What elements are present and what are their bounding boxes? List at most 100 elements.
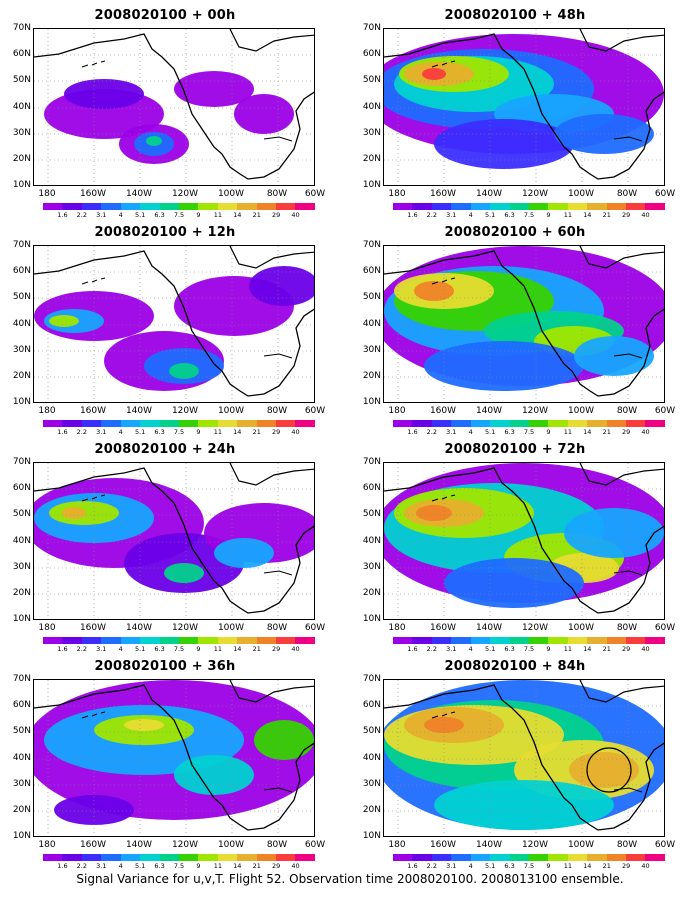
colorbar-tick-label: 2.2 [426, 211, 438, 219]
longitude-label: 120W [521, 623, 549, 633]
colorbar-tick-label: 9 [196, 211, 201, 219]
latitude-label: 40N [12, 536, 31, 546]
colorbar [43, 854, 315, 861]
panel-title: 2008020100 + 48h [444, 8, 586, 23]
colorbar-tick-label: 7.5 [173, 428, 185, 436]
colorbar-tick-label: 3.1 [96, 211, 107, 219]
colorbar-tick-label: 1.6 [57, 862, 68, 870]
colorbar-tick-label: 14 [583, 211, 592, 219]
colorbar-tick-label: 21 [602, 645, 611, 653]
colorbar-tick-label: 29 [272, 211, 281, 219]
longitude-label: 80W [266, 840, 288, 850]
panel-title: 2008020100 + 00h [94, 8, 236, 23]
longitude-label: 80W [266, 406, 288, 416]
colorbar [393, 420, 665, 427]
longitude-label: 80W [616, 406, 638, 416]
longitude-label: 80W [616, 840, 638, 850]
colorbar-tick-label: 3.1 [96, 862, 107, 870]
latitude-label: 60N [12, 700, 31, 710]
colorbar-tick-label: 7.5 [523, 645, 535, 653]
colorbar-tick-label: 9 [546, 211, 551, 219]
longitude-label: 100W [217, 406, 245, 416]
colorbar-tick-label: 2.2 [426, 862, 438, 870]
latitude-label: 20N [362, 154, 381, 164]
map-panel: 2008020100 + 36h 70N 60N 50N 40N 30N 20N 10N 180… [0, 659, 330, 870]
colorbar-tick-label: 1.6 [57, 211, 68, 219]
latitude-label: 30N [12, 779, 31, 789]
colorbar-tick-label: 7.5 [173, 645, 185, 653]
colorbar-tick-label: 2.2 [426, 645, 438, 653]
colorbar [393, 203, 665, 210]
latitude-label: 20N [12, 371, 31, 381]
colorbar-tick-label: 3.1 [446, 645, 457, 653]
longitude-label: 180 [38, 623, 56, 633]
latitude-label: 60N [12, 49, 31, 59]
colorbar-tick-label: 1.6 [57, 428, 68, 436]
colorbar-tick-label: 5.1 [484, 862, 496, 870]
latitude-label: 30N [362, 345, 381, 355]
colorbar-tick-label: 2.2 [426, 428, 438, 436]
colorbar-tick-label: 1.6 [57, 645, 68, 653]
colorbar-tick-label: 9 [546, 645, 551, 653]
colorbar-tick-label: 2.2 [76, 645, 88, 653]
colorbar-tick-label: 5.1 [484, 645, 496, 653]
longitude-label: 160W [429, 406, 457, 416]
latitude-label: 30N [362, 128, 381, 138]
longitude-label: 120W [521, 189, 549, 199]
latitude-label: 30N [12, 562, 31, 572]
colorbar-tick-label: 2.2 [76, 862, 88, 870]
variance-map [383, 28, 665, 186]
variance-map [383, 462, 665, 620]
colorbar-tick-label: 1.6 [407, 862, 418, 870]
colorbar-tick-label: 21 [252, 211, 261, 219]
latitude-label: 60N [12, 483, 31, 493]
latitude-label: 30N [12, 128, 31, 138]
latitude-label: 10N [12, 614, 31, 624]
longitude-label: 60W [654, 840, 676, 850]
colorbar-tick-label: 40 [291, 428, 300, 436]
colorbar-tick-label: 21 [252, 862, 261, 870]
longitude-label: 140W [125, 623, 153, 633]
colorbar-tick-label: 3.1 [96, 645, 107, 653]
longitude-label: 160W [429, 840, 457, 850]
colorbar-tick-label: 3.1 [96, 428, 107, 436]
longitude-label: 160W [79, 406, 107, 416]
latitude-label: 50N [362, 726, 381, 736]
longitude-label: 60W [654, 623, 676, 633]
colorbar-tick-label: 3.1 [446, 428, 457, 436]
latitude-label: 40N [12, 102, 31, 112]
colorbar-tick-label: 11 [563, 211, 572, 219]
colorbar-tick-label: 1.6 [407, 211, 418, 219]
latitude-label: 60N [362, 700, 381, 710]
longitude-label: 160W [79, 623, 107, 633]
longitude-label: 100W [567, 189, 595, 199]
colorbar [393, 854, 665, 861]
panel-title: 2008020100 + 60h [444, 225, 586, 240]
colorbar-tick-label: 1.6 [407, 645, 418, 653]
latitude-label: 10N [12, 397, 31, 407]
longitude-label: 120W [521, 840, 549, 850]
colorbar-tick-label: 14 [583, 862, 592, 870]
longitude-label: 140W [125, 189, 153, 199]
longitude-label: 60W [654, 189, 676, 199]
colorbar-tick-label: 5.1 [134, 211, 146, 219]
longitude-label: 160W [429, 189, 457, 199]
longitude-label: 60W [304, 189, 326, 199]
longitude-label: 100W [567, 623, 595, 633]
latitude-label: 50N [362, 509, 381, 519]
colorbar-tick-label: 6.3 [154, 862, 165, 870]
latitude-label: 10N [362, 831, 381, 841]
latitude-label: 10N [362, 180, 381, 190]
longitude-label: 140W [475, 840, 503, 850]
latitude-label: 30N [362, 562, 381, 572]
colorbar-tick-label: 4 [118, 862, 123, 870]
colorbar-tick-label: 14 [583, 645, 592, 653]
colorbar-tick-label: 4 [468, 645, 473, 653]
colorbar [393, 637, 665, 644]
colorbar-tick-label: 11 [213, 428, 222, 436]
longitude-label: 140W [475, 623, 503, 633]
longitude-label: 160W [429, 623, 457, 633]
colorbar-tick-label: 4 [468, 211, 473, 219]
colorbar-tick-label: 6.3 [154, 428, 165, 436]
colorbar-tick-label: 6.3 [154, 645, 165, 653]
